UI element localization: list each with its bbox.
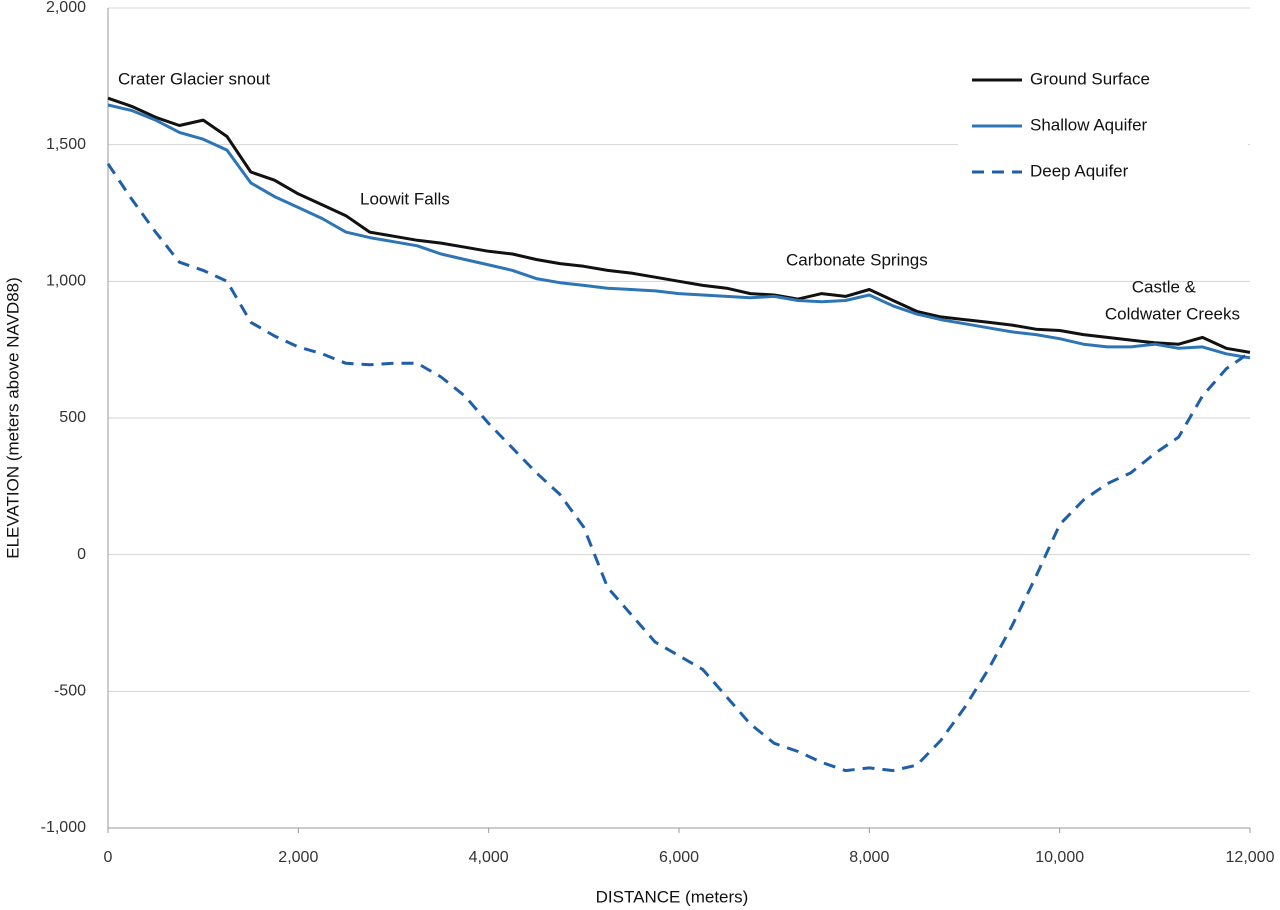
- annotation: Castle &: [1132, 277, 1197, 296]
- series-line: [106, 162, 1251, 773]
- series-line: [107, 96, 1251, 354]
- x-tick-label: 8,000: [849, 849, 889, 866]
- legend-label: Deep Aquifer: [1030, 161, 1129, 180]
- x-tick-label: 12,000: [1226, 849, 1275, 866]
- x-axis-label: DISTANCE (meters): [596, 887, 749, 906]
- annotation: Coldwater Creeks: [1105, 304, 1240, 323]
- y-tick-label: 0: [77, 546, 86, 563]
- legend-label: Ground Surface: [1030, 69, 1150, 88]
- annotation: Loowit Falls: [360, 189, 450, 208]
- annotation: Carbonate Springs: [786, 250, 928, 269]
- x-tick-label: 0: [104, 849, 113, 866]
- x-tick-label: 10,000: [1035, 849, 1084, 866]
- y-tick-label: -1,000: [41, 819, 86, 836]
- x-tick-label: 2,000: [278, 849, 318, 866]
- series-line: [107, 103, 1251, 360]
- y-tick-label: 1,000: [46, 273, 86, 290]
- x-tick-label: 4,000: [469, 849, 509, 866]
- legend-label: Shallow Aquifer: [1030, 115, 1148, 134]
- y-tick-label: -500: [54, 683, 86, 700]
- y-tick-label: 2,000: [46, 0, 86, 16]
- annotation: Crater Glacier snout: [118, 69, 270, 88]
- y-tick-label: 500: [59, 409, 86, 426]
- y-tick-label: 1,500: [46, 136, 86, 153]
- x-tick-label: 6,000: [659, 849, 699, 866]
- y-axis-label: ELEVATION (meters above NAVD88): [3, 277, 22, 559]
